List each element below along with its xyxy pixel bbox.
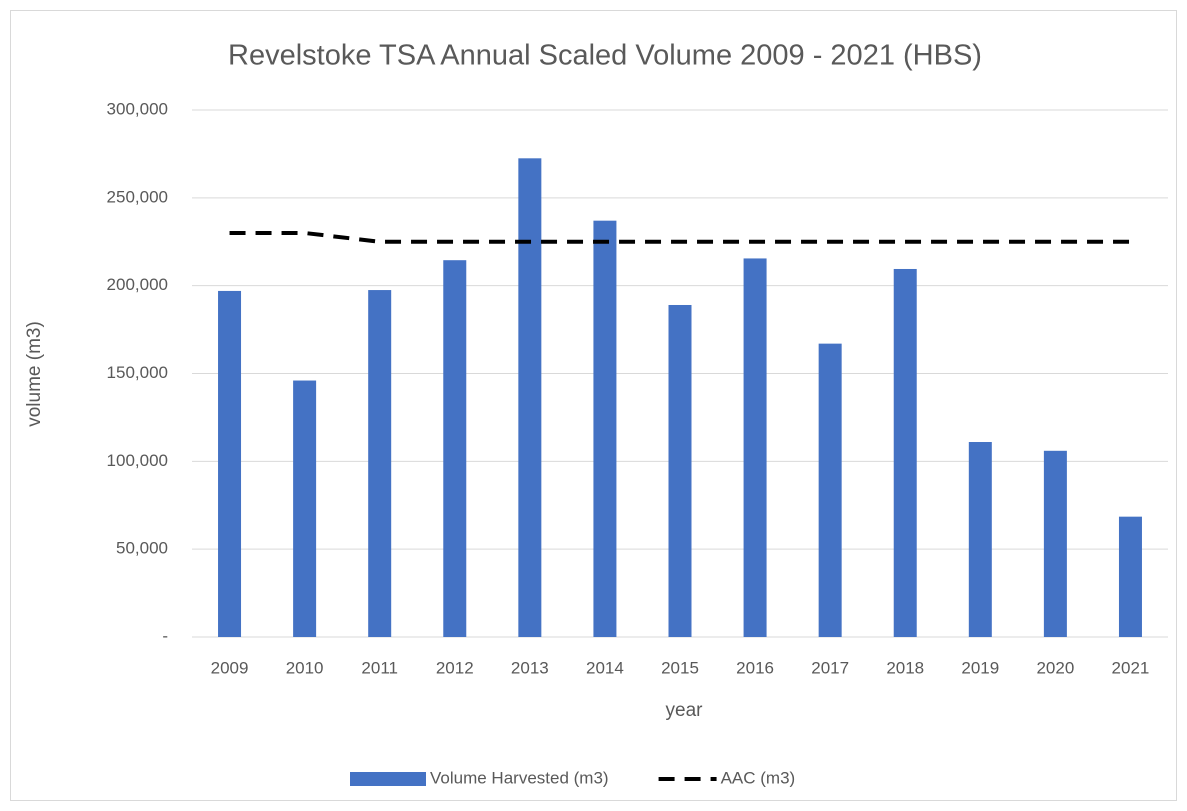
bar xyxy=(593,220,617,638)
x-tick-label: 2020 xyxy=(1036,658,1074,677)
bar xyxy=(218,290,242,637)
y-tick-label: 250,000 xyxy=(107,187,168,206)
x-tick-label: 2021 xyxy=(1112,658,1150,677)
y-tick-label: 200,000 xyxy=(107,275,168,294)
x-tick-label: 2019 xyxy=(961,658,999,677)
bar xyxy=(743,258,767,637)
bar xyxy=(443,260,467,637)
x-tick-label: 2016 xyxy=(736,658,774,677)
bar xyxy=(518,158,542,637)
x-tick-label: 2012 xyxy=(436,658,474,677)
bar xyxy=(368,290,392,637)
x-tick-label: 2018 xyxy=(886,658,924,677)
bar xyxy=(893,268,917,637)
legend-swatch xyxy=(350,772,426,786)
y-tick-label: 50,000 xyxy=(116,539,168,558)
bar xyxy=(293,380,317,637)
line xyxy=(229,230,1131,244)
bar xyxy=(1118,516,1142,637)
x-tick-label: 2009 xyxy=(211,658,249,677)
bar xyxy=(668,304,692,637)
y-axis-title: volume (m3) xyxy=(24,321,45,427)
bar xyxy=(818,343,842,637)
legend-label: AAC (m3) xyxy=(721,768,796,787)
y-tick-label: 150,000 xyxy=(107,363,168,382)
y-tick-label: - xyxy=(162,626,168,645)
x-tick-label: 2017 xyxy=(811,658,849,677)
chart-title: Revelstoke TSA Annual Scaled Volume 2009… xyxy=(228,40,982,72)
x-axis-title: year xyxy=(666,700,704,721)
y-tick-label: 100,000 xyxy=(107,451,168,470)
x-tick-label: 2010 xyxy=(286,658,324,677)
x-tick-label: 2011 xyxy=(361,658,398,677)
y-tick-label: 300,000 xyxy=(107,99,168,118)
legend-label: Volume Harvested (m3) xyxy=(430,768,609,787)
x-tick-label: 2013 xyxy=(511,658,549,677)
x-tick-label: 2015 xyxy=(661,658,699,677)
bar xyxy=(968,442,992,637)
x-tick-label: 2014 xyxy=(586,658,624,677)
bar xyxy=(1043,450,1067,637)
